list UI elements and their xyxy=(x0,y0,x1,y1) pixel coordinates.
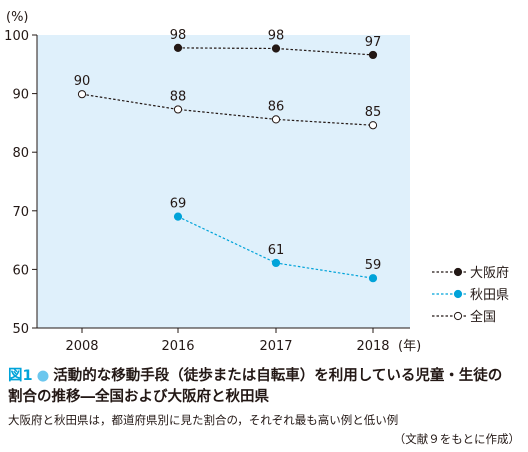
data-label: 85 xyxy=(365,105,382,120)
plot-area xyxy=(37,35,410,328)
x-tick-label: 2016 xyxy=(161,339,194,354)
data-point xyxy=(271,258,281,268)
y-tick-label: 90 xyxy=(12,88,29,103)
data-point xyxy=(173,43,183,52)
figure-note: 大阪府と秋田県は，都道府県別に見た割合の，それぞれ最も高い例と低い例 xyxy=(8,413,399,427)
caption-line-1: 活動的な移動手段（徒歩または自転車）を利用している児童・生徒の xyxy=(53,368,503,384)
y-tick-label: 80 xyxy=(12,146,29,161)
figure-bullet: ● xyxy=(36,368,50,384)
x-tick-label: 2008 xyxy=(65,339,98,354)
data-label: 88 xyxy=(170,89,187,104)
data-label: 59 xyxy=(365,258,382,273)
data-label: 86 xyxy=(268,99,285,114)
legend-marker xyxy=(453,267,463,277)
data-label: 90 xyxy=(74,74,91,89)
data-label: 98 xyxy=(268,28,285,43)
data-point xyxy=(368,274,378,283)
data-point xyxy=(77,90,87,99)
data-point xyxy=(173,105,183,114)
x-ticks: 2008 2016 2017 2018 xyxy=(65,328,390,354)
figure-number: 図1 xyxy=(8,368,33,384)
y-tick-label: 50 xyxy=(12,322,29,337)
data-label: 61 xyxy=(268,243,285,258)
x-tick-label: 2018 xyxy=(356,339,389,354)
series-layer: 98 98 97 69 61 59 90 88 86 85 xyxy=(74,28,382,283)
legend-label: 大阪府 xyxy=(470,266,509,281)
data-point xyxy=(368,121,378,130)
y-unit-label: (%) xyxy=(6,10,29,25)
data-point xyxy=(271,115,281,124)
data-point xyxy=(271,44,281,53)
caption-line-2: 割合の推移―全国および大阪府と秋田県 xyxy=(8,389,269,405)
y-ticks: 50 60 70 80 90 100 xyxy=(4,29,37,337)
figure-caption: 図1 ● 活動的な移動手段（徒歩または自転車）を利用している児童・生徒の 割合の推移… xyxy=(8,366,524,408)
figure-source: （文献９をもとに作成） xyxy=(393,432,520,446)
legend-label: 全国 xyxy=(470,309,496,325)
legend-label: 秋田県 xyxy=(470,288,509,303)
x-tick-label: 2017 xyxy=(259,339,292,354)
data-label: 98 xyxy=(170,28,187,43)
line-chart: (%) 50 60 70 80 90 100 2008 2016 2017 2018 (年) 9… xyxy=(4,10,509,354)
y-tick-label: 60 xyxy=(12,263,29,278)
y-tick-label: 70 xyxy=(12,205,29,220)
data-point xyxy=(173,212,183,221)
series-line xyxy=(81,93,374,126)
data-label: 97 xyxy=(365,35,382,50)
series-line xyxy=(177,47,374,56)
legend-marker xyxy=(453,311,463,321)
data-label: 69 xyxy=(170,197,187,212)
data-point xyxy=(368,50,378,60)
x-unit-label: (年) xyxy=(398,339,421,354)
legend-marker xyxy=(453,289,463,299)
y-tick-label: 100 xyxy=(4,29,29,44)
